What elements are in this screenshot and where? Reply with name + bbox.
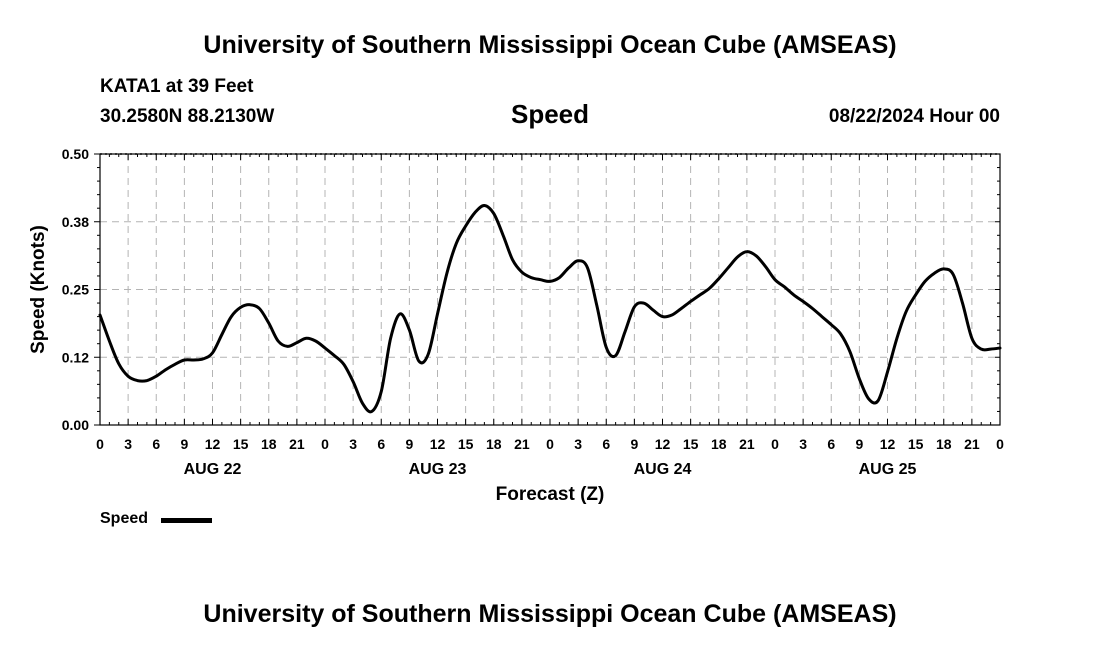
station-label: KATA1 at 39 Feet xyxy=(100,76,254,97)
x-tick-label: 3 xyxy=(574,436,582,452)
x-tick-label: 12 xyxy=(430,436,446,452)
y-tick-label: 0.00 xyxy=(62,417,89,433)
x-tick-label: 3 xyxy=(124,436,132,452)
x-tick-label: 21 xyxy=(514,436,530,452)
speed-series-line xyxy=(98,204,1002,414)
x-tick-label: 0 xyxy=(771,436,779,452)
tick-layer xyxy=(94,153,1001,426)
x-tick-label: 3 xyxy=(349,436,357,452)
x-tick-label: 21 xyxy=(289,436,305,452)
x-tick-label: 3 xyxy=(799,436,807,452)
x-tick-label: 6 xyxy=(827,436,835,452)
x-tick-label: 15 xyxy=(683,436,699,452)
y-tick-label: 0.38 xyxy=(62,214,89,230)
chart-title: Speed xyxy=(510,99,590,129)
day-label: AUG 24 xyxy=(634,461,692,478)
x-tick-label: 18 xyxy=(486,436,502,452)
coordinates-label: 30.2580N 88.2130W xyxy=(100,106,275,127)
x-tick-label: 6 xyxy=(152,436,160,452)
x-tick-label: 18 xyxy=(261,436,277,452)
x-tick-label: 0 xyxy=(546,436,554,452)
x-tick-label: 9 xyxy=(180,436,188,452)
x-tick-label: 9 xyxy=(855,436,863,452)
label-layer: 0 3 6 9 12 15 18 21 0 3 6 9 12 15 18 21 0 3 6 9 12 15 18 21 0 3 6 9… xyxy=(62,146,1004,478)
x-tick-label: 18 xyxy=(936,436,952,452)
footer-title: University of Southern Mississippi Ocean… xyxy=(203,600,897,628)
x-axis-label: Forecast (Z) xyxy=(496,484,605,505)
x-tick-label: 0 xyxy=(996,436,1004,452)
day-label: AUG 25 xyxy=(859,461,917,478)
y-axis-label: Speed (Knots) xyxy=(28,225,49,354)
grid-layer xyxy=(100,154,1000,425)
x-tick-label: 0 xyxy=(321,436,329,452)
x-tick-label: 21 xyxy=(964,436,980,452)
y-tick-label: 0.12 xyxy=(62,349,89,365)
date-label: 08/22/2024 Hour 00 xyxy=(828,106,1000,127)
y-tick-label: 0.25 xyxy=(62,282,89,298)
x-tick-label: 15 xyxy=(233,436,249,452)
x-tick-label: 12 xyxy=(655,436,671,452)
x-tick-label: 6 xyxy=(602,436,610,452)
day-label: AUG 22 xyxy=(184,461,242,478)
legend-label: Speed xyxy=(100,510,149,527)
x-tick-label: 0 xyxy=(96,436,104,452)
x-tick-label: 15 xyxy=(908,436,924,452)
x-tick-label: 21 xyxy=(739,436,755,452)
x-tick-label: 12 xyxy=(880,436,896,452)
legend-swatch xyxy=(161,518,212,523)
x-tick-label: 6 xyxy=(377,436,385,452)
x-tick-label: 18 xyxy=(711,436,727,452)
x-tick-label: 9 xyxy=(630,436,638,452)
day-label: AUG 23 xyxy=(409,461,467,478)
x-tick-label: 12 xyxy=(205,436,221,452)
x-tick-label: 15 xyxy=(458,436,474,452)
x-tick-label: 9 xyxy=(405,436,413,452)
main-title: University of Southern Mississippi Ocean… xyxy=(203,31,897,59)
y-tick-label: 0.50 xyxy=(62,146,89,162)
